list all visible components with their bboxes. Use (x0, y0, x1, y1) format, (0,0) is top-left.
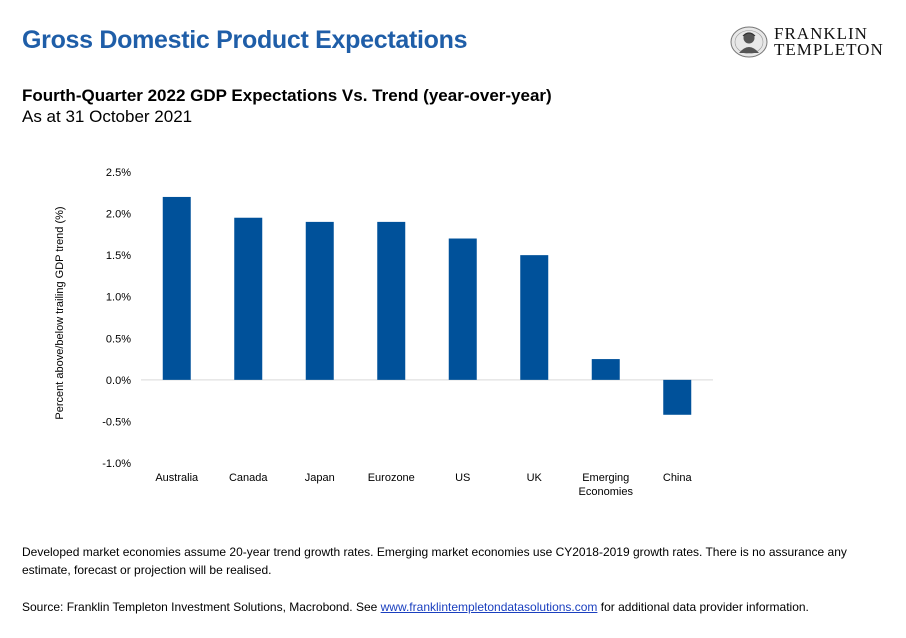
chart-subtitle: As at 31 October 2021 (22, 107, 193, 126)
bar (234, 217, 263, 380)
franklin-templeton-logo: FRANKLIN TEMPLETON (730, 24, 890, 64)
y-tick-label: 0.5% (106, 333, 131, 345)
x-tick-label: Canada (229, 472, 268, 484)
x-tick-label: US (455, 472, 470, 484)
page-title: Gross Domestic Product Expectations (22, 26, 468, 54)
x-tick-label: Emerging Economies (579, 472, 634, 498)
bar (162, 196, 191, 380)
y-tick-label: 2.0% (106, 209, 131, 221)
bar (448, 238, 477, 380)
bar (377, 221, 406, 380)
source-link[interactable]: www.franklintempletondatasolutions.com (380, 600, 598, 614)
source-suffix: for additional data provider information… (597, 600, 809, 614)
y-axis-ticks: 2.5% 2.0% 1.5% 1.0% 0.5% 0.0% -0.5% -1.0% (102, 167, 131, 470)
y-tick-label: 1.5% (106, 250, 131, 262)
x-tick-label: China (663, 472, 693, 484)
y-tick-label: -1.0% (102, 458, 131, 470)
footnote: Developed market economies assume 20-yea… (22, 545, 847, 577)
bar (520, 255, 549, 380)
x-tick-label: Japan (305, 472, 335, 484)
source-line: Source: Franklin Templeton Investment So… (22, 600, 809, 614)
x-tick-label: Eurozone (368, 472, 415, 484)
logo-wordmark: FRANKLIN TEMPLETON (774, 24, 884, 59)
bar (591, 359, 620, 380)
x-axis-labels: Australia Canada Japan Eurozone US UK Emerging… (155, 472, 692, 498)
bars (162, 196, 692, 415)
x-tick-label: Australia (155, 472, 199, 484)
bar (663, 379, 692, 415)
logo-line-2: TEMPLETON (774, 40, 884, 59)
chart-title: Fourth-Quarter 2022 GDP Expectations Vs.… (22, 86, 552, 105)
y-tick-label: 1.0% (106, 292, 131, 304)
bar (305, 221, 334, 380)
source-prefix: Source: Franklin Templeton Investment So… (22, 600, 381, 614)
y-axis-label: Percent above/below trailing GDP trend (… (54, 206, 66, 419)
logo-line-1: FRANKLIN (774, 24, 868, 43)
y-tick-label: -0.5% (102, 416, 131, 428)
y-tick-label: 2.5% (106, 167, 131, 179)
franklin-portrait-icon (730, 26, 768, 58)
y-tick-label: 0.0% (106, 375, 131, 387)
bar-chart: 2.5% 2.0% 1.5% 1.0% 0.5% 0.0% -0.5% -1.0% Austr… (54, 167, 713, 498)
x-tick-label: UK (527, 472, 543, 484)
